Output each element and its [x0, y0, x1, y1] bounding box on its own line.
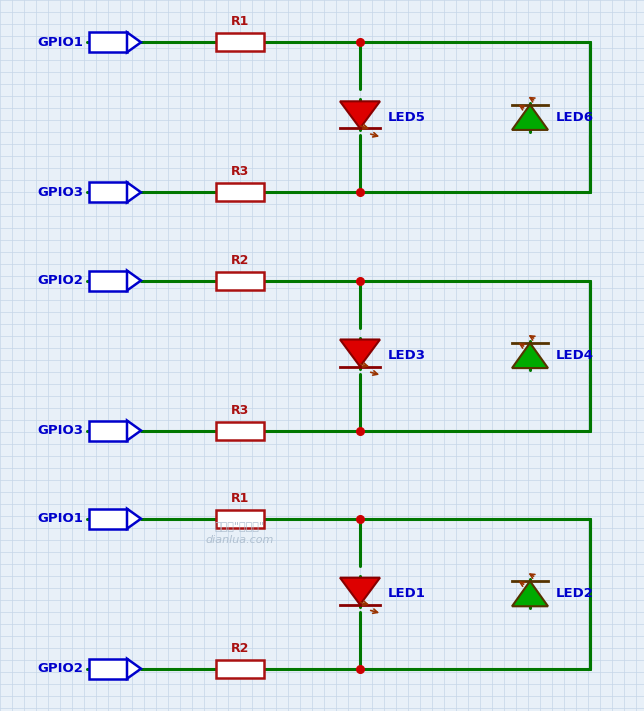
Text: GPIO1: GPIO1: [37, 512, 83, 525]
Polygon shape: [512, 581, 548, 606]
Polygon shape: [127, 32, 141, 53]
Polygon shape: [512, 343, 548, 368]
Bar: [89, 182, 127, 203]
Polygon shape: [127, 270, 141, 291]
Text: GPIO1: GPIO1: [37, 36, 83, 49]
Polygon shape: [512, 105, 548, 130]
Bar: [216, 660, 264, 678]
Bar: [89, 270, 127, 291]
Bar: [89, 32, 127, 53]
Polygon shape: [340, 577, 380, 604]
Text: LED4: LED4: [556, 349, 594, 362]
Polygon shape: [127, 420, 141, 441]
Polygon shape: [127, 508, 141, 529]
Text: LED3: LED3: [388, 349, 426, 362]
Polygon shape: [127, 658, 141, 679]
Polygon shape: [340, 339, 380, 366]
Bar: [216, 272, 264, 289]
Bar: [89, 508, 127, 529]
Text: R1: R1: [231, 492, 249, 505]
Text: R3: R3: [231, 166, 249, 178]
Text: LED2: LED2: [556, 587, 594, 600]
Text: R1: R1: [231, 16, 249, 28]
Text: R3: R3: [231, 404, 249, 417]
Text: GPIO3: GPIO3: [37, 424, 83, 437]
Text: LED6: LED6: [556, 111, 594, 124]
Text: GPIO2: GPIO2: [37, 274, 83, 287]
Text: LED1: LED1: [388, 587, 426, 600]
Text: GPIO2: GPIO2: [37, 662, 83, 675]
Bar: [216, 422, 264, 439]
Bar: [89, 658, 127, 679]
Polygon shape: [127, 182, 141, 203]
Text: R2: R2: [231, 254, 249, 267]
Bar: [216, 33, 264, 51]
Text: R2: R2: [231, 642, 249, 655]
Bar: [216, 183, 264, 201]
Text: GPIO3: GPIO3: [37, 186, 83, 199]
Bar: [216, 510, 264, 528]
Text: LED5: LED5: [388, 111, 426, 124]
Polygon shape: [340, 101, 380, 128]
Bar: [89, 420, 127, 441]
Text: 公众号"电路啊"
dianlua.com: 公众号"电路啊" dianlua.com: [206, 521, 274, 545]
